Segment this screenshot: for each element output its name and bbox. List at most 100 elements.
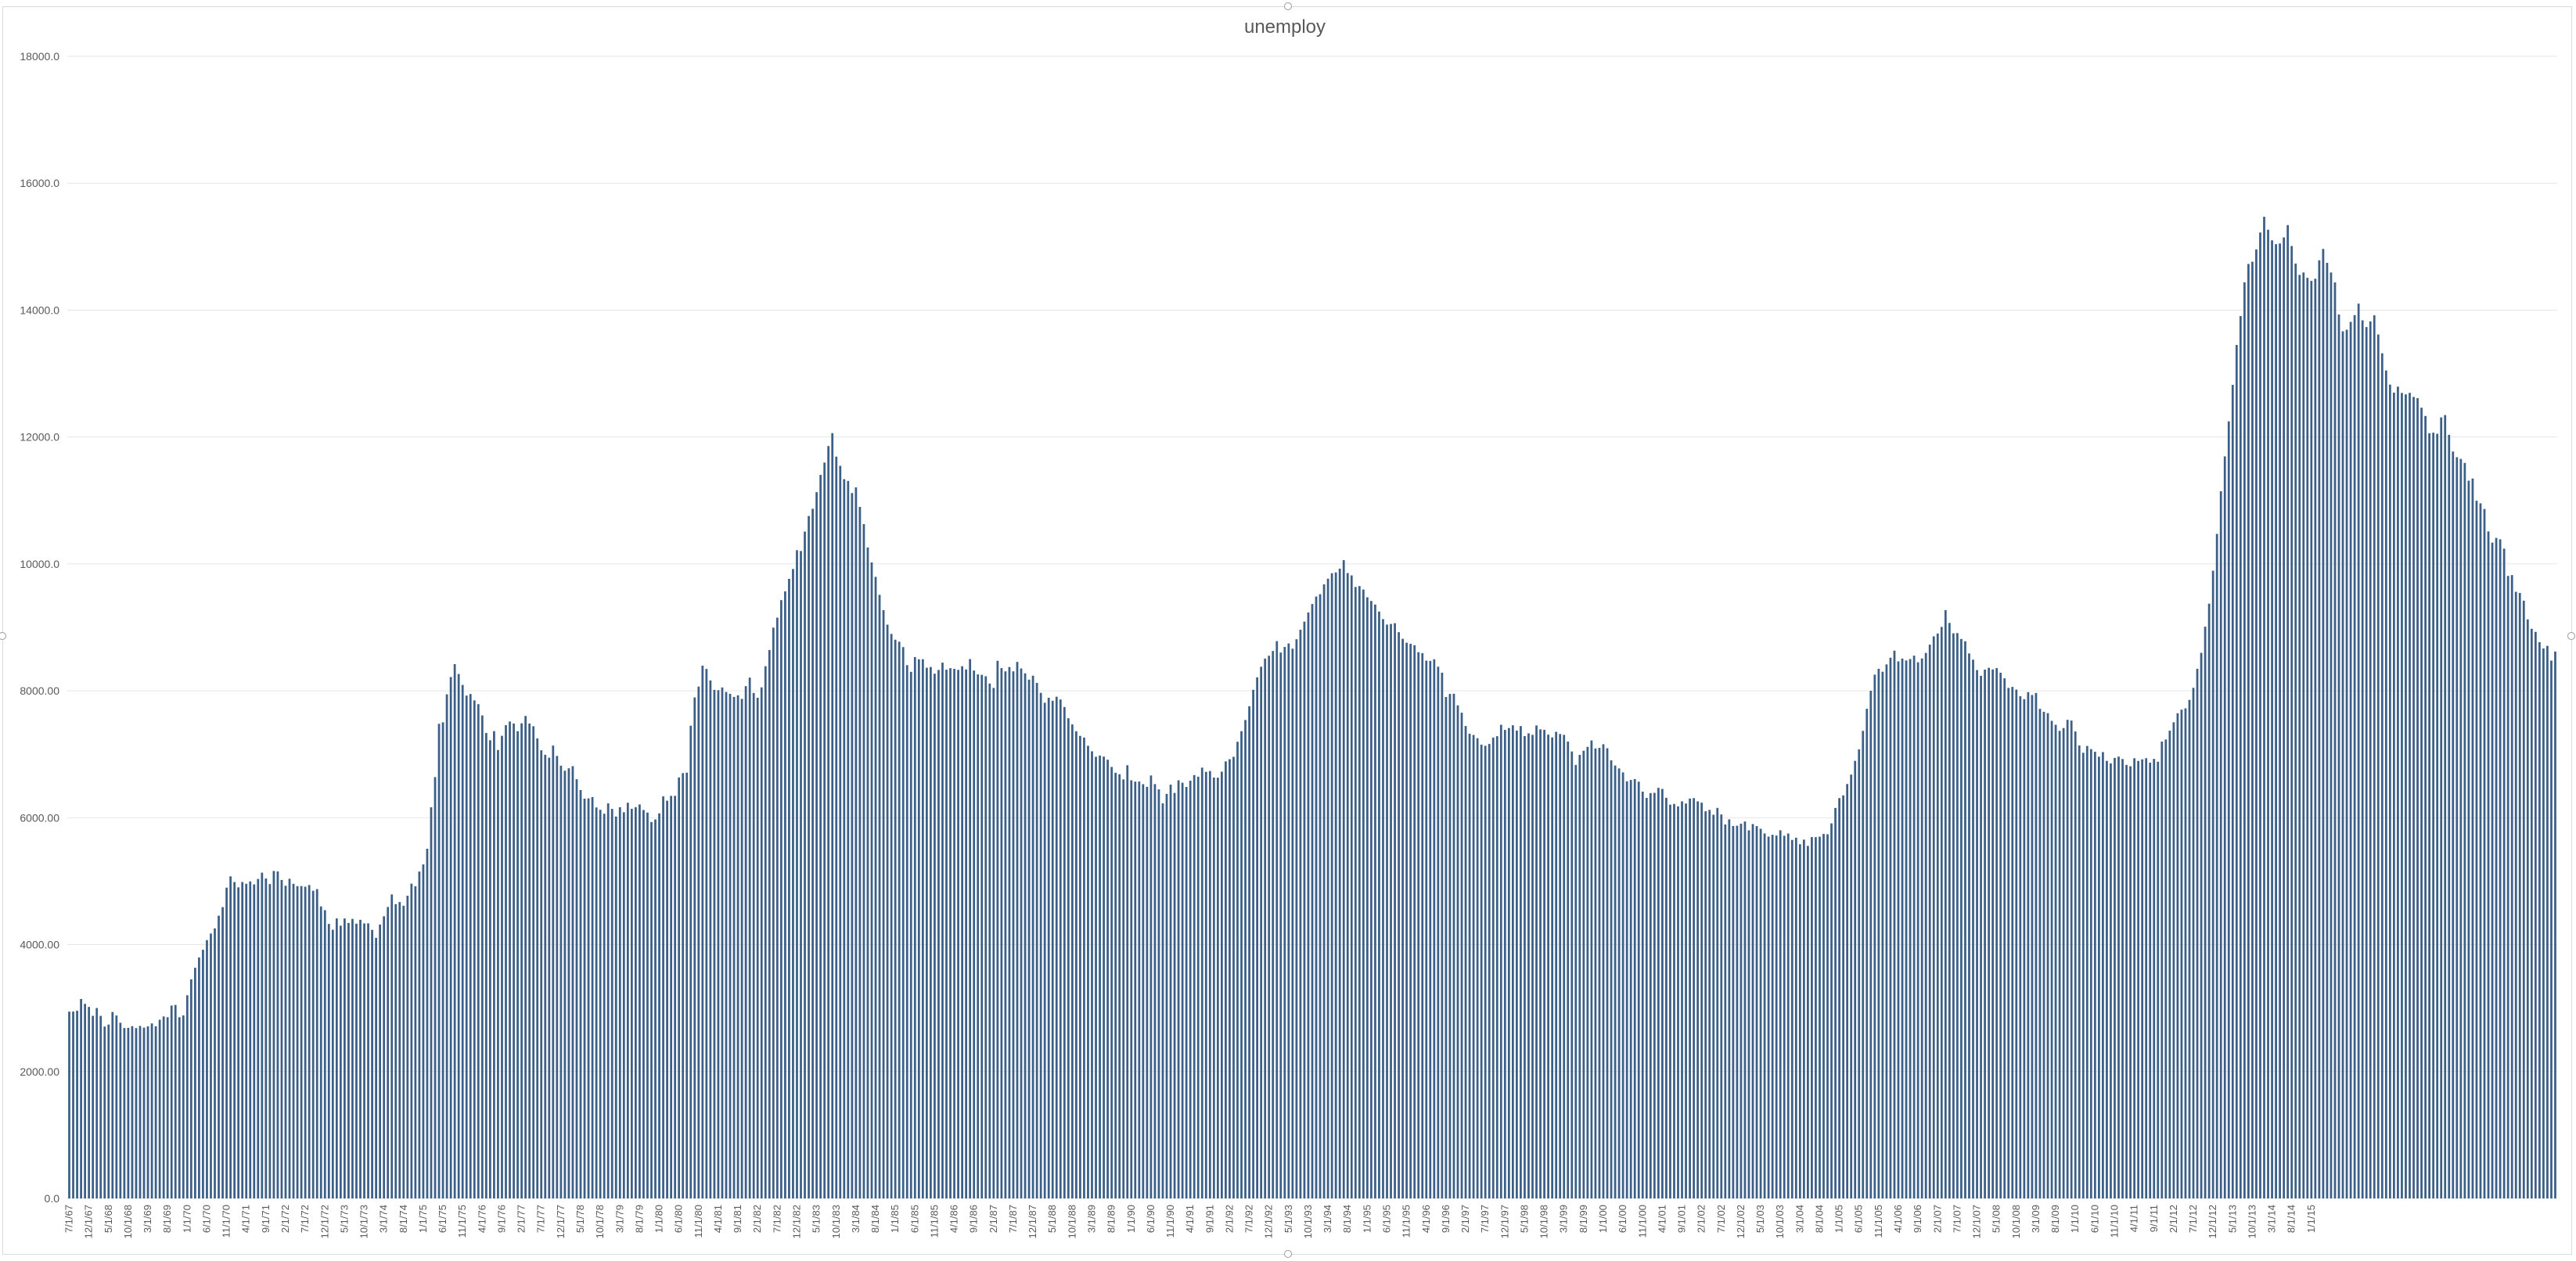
bar bbox=[2066, 720, 2069, 1198]
bar bbox=[2333, 282, 2337, 1199]
bar bbox=[1516, 730, 1518, 1198]
bar bbox=[1621, 772, 1624, 1198]
x-tick-label: 5/1/13 bbox=[2226, 1205, 2238, 1233]
bar bbox=[567, 768, 570, 1198]
bar bbox=[779, 600, 783, 1198]
resize-handle-right[interactable] bbox=[2567, 632, 2575, 640]
bar bbox=[992, 688, 995, 1198]
x-tick-label: 7/1/97 bbox=[1479, 1205, 1491, 1233]
bar bbox=[371, 929, 373, 1198]
bar bbox=[599, 810, 602, 1198]
bar bbox=[1995, 668, 1999, 1198]
bar bbox=[139, 1026, 142, 1198]
y-tick-label: 2000.00 bbox=[20, 1065, 59, 1078]
bar bbox=[2286, 225, 2290, 1198]
bar bbox=[2168, 731, 2171, 1198]
bar bbox=[1279, 652, 1283, 1198]
bar bbox=[72, 1011, 74, 1198]
bar bbox=[905, 665, 908, 1198]
bar bbox=[917, 659, 920, 1198]
bar bbox=[1495, 736, 1498, 1198]
bar bbox=[1932, 636, 1935, 1198]
x-tick-label: 8/1/84 bbox=[869, 1205, 881, 1233]
bar bbox=[1390, 623, 1392, 1198]
bar bbox=[1798, 844, 1801, 1198]
bar bbox=[2117, 756, 2120, 1198]
bar bbox=[2463, 462, 2466, 1198]
bar bbox=[552, 745, 555, 1198]
bar bbox=[351, 918, 354, 1198]
bar bbox=[2550, 660, 2553, 1198]
bar bbox=[1106, 760, 1109, 1198]
bar bbox=[930, 666, 932, 1198]
bar bbox=[1334, 572, 1337, 1198]
bar bbox=[1606, 748, 1609, 1198]
bar bbox=[1940, 627, 1943, 1198]
bar bbox=[2483, 508, 2486, 1198]
bar bbox=[2495, 537, 2498, 1198]
bar bbox=[685, 772, 689, 1198]
x-tick-label: 7/1/02 bbox=[1715, 1205, 1727, 1233]
bar bbox=[890, 634, 893, 1198]
bar bbox=[2432, 433, 2435, 1198]
bar bbox=[965, 669, 968, 1198]
bar bbox=[2518, 593, 2521, 1198]
bar bbox=[1912, 656, 1916, 1198]
bar bbox=[1169, 785, 1172, 1198]
bar bbox=[595, 807, 598, 1198]
bar bbox=[359, 919, 362, 1198]
bar bbox=[2542, 648, 2545, 1198]
bar bbox=[544, 754, 547, 1198]
bar bbox=[1850, 774, 1853, 1198]
x-tick-label: 10/1/93 bbox=[1302, 1205, 1314, 1238]
bar bbox=[1771, 835, 1774, 1198]
bar bbox=[1625, 781, 1628, 1198]
x-tick-label: 9/1/76 bbox=[495, 1205, 507, 1233]
bar bbox=[1024, 673, 1027, 1198]
bar bbox=[1602, 744, 1605, 1198]
bar bbox=[1598, 748, 1601, 1198]
bar bbox=[493, 731, 495, 1198]
x-tick-label: 2/1/12 bbox=[2168, 1205, 2179, 1233]
bar bbox=[851, 493, 854, 1198]
x-tick-label: 6/1/90 bbox=[1145, 1205, 1157, 1233]
bar bbox=[2459, 458, 2463, 1198]
resize-handle-left[interactable] bbox=[0, 632, 6, 640]
bar bbox=[2416, 397, 2419, 1198]
bar bbox=[288, 878, 291, 1198]
bar bbox=[866, 547, 869, 1198]
bar bbox=[1858, 749, 1861, 1198]
resize-handle-bottom[interactable] bbox=[1284, 1250, 1292, 1258]
bar bbox=[639, 804, 641, 1198]
bar bbox=[1165, 793, 1168, 1198]
x-tick-label: 1/1/90 bbox=[1125, 1205, 1137, 1233]
bar bbox=[2243, 282, 2246, 1198]
bar bbox=[2409, 393, 2411, 1199]
bar bbox=[1070, 724, 1074, 1198]
bar bbox=[2353, 314, 2356, 1199]
bar bbox=[536, 738, 539, 1198]
resize-handle-top[interactable] bbox=[1284, 2, 1292, 10]
x-tick-label: 2/1/92 bbox=[1223, 1205, 1235, 1233]
bar bbox=[709, 680, 712, 1198]
bar bbox=[2192, 688, 2195, 1198]
bar bbox=[1287, 643, 1290, 1198]
bar bbox=[2145, 758, 2148, 1198]
bar bbox=[398, 902, 401, 1198]
bar bbox=[1503, 730, 1506, 1198]
bar bbox=[678, 777, 681, 1198]
bar bbox=[1980, 675, 1982, 1198]
bar bbox=[1043, 702, 1046, 1198]
x-tick-label: 1/1/95 bbox=[1361, 1205, 1373, 1233]
bar bbox=[221, 907, 224, 1198]
bar bbox=[1095, 756, 1097, 1198]
bar bbox=[1047, 698, 1050, 1198]
bar bbox=[1972, 659, 1974, 1198]
bar bbox=[2424, 415, 2427, 1198]
bar bbox=[2106, 760, 2108, 1198]
bar bbox=[509, 721, 511, 1198]
bar bbox=[1897, 661, 1900, 1198]
bar bbox=[241, 882, 244, 1198]
bar bbox=[1035, 683, 1038, 1198]
